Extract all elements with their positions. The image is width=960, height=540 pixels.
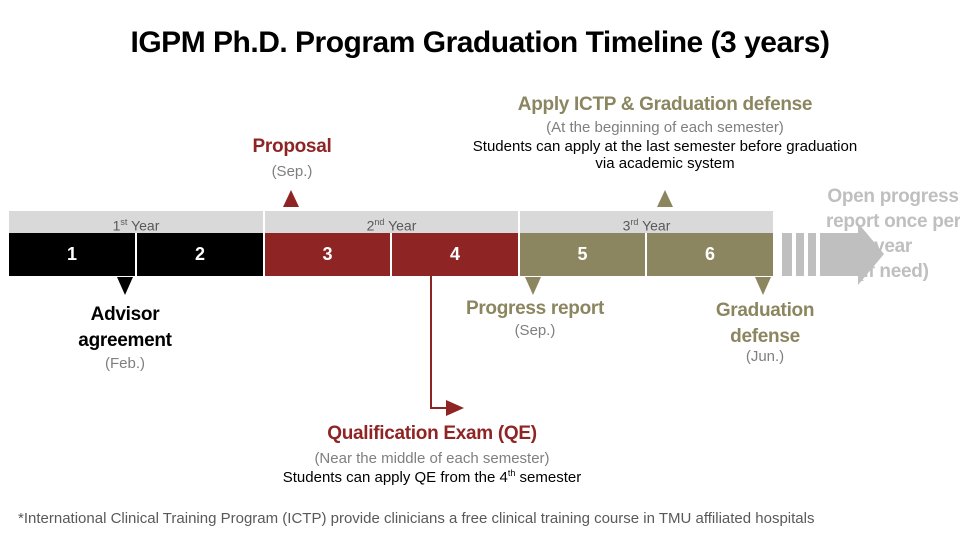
advisor-title-line2: agreement	[78, 330, 172, 351]
ictp-milestone: Apply ICTP & Graduation defense (At the …	[440, 94, 890, 172]
progress-date: (Sep.)	[514, 322, 556, 339]
qe-title: Qualification Exam (QE)	[327, 423, 537, 444]
future-striped-arrow-icon	[782, 223, 884, 285]
ictp-timing: (At the beginning of each semester)	[546, 119, 784, 136]
year-label: Year	[388, 217, 417, 234]
progress-title: Progress report	[465, 298, 605, 319]
advisor-title-line1: Advisor	[90, 304, 160, 325]
page-title: IGPM Ph.D. Program Graduation Timeline (…	[130, 26, 830, 59]
advisor-down-arrow-icon	[117, 277, 133, 295]
qe-timing: (Near the middle of each semester)	[314, 450, 550, 467]
semester-block-3: 3	[265, 233, 390, 276]
qe-milestone: Qualification Exam (QE) (Near the middle…	[232, 423, 632, 486]
ictp-desc-line2: via academic system	[595, 155, 735, 172]
year-suffix: st	[120, 217, 128, 227]
proposal-title: Proposal	[252, 136, 332, 157]
year-ordinal: 2	[366, 217, 375, 234]
qe-connector-line	[430, 276, 448, 409]
progress-milestone: Progress report (Sep.)	[455, 298, 615, 339]
open-progress-note: Open progress report once per year (if n…	[826, 184, 960, 284]
defense-title-line2: defense	[730, 326, 800, 347]
semester-block-5: 5	[520, 233, 645, 276]
open-progress-line3: year	[874, 236, 912, 257]
qe-desc-sup: th	[507, 468, 516, 478]
advisor-date: (Feb.)	[104, 355, 145, 372]
ictp-up-arrow-icon	[657, 190, 673, 207]
defense-milestone: Graduation defense (Jun.)	[700, 298, 830, 365]
open-progress-line2: report once per	[826, 211, 960, 232]
semester-block-2: 2	[137, 233, 263, 276]
year-label: Year	[131, 217, 160, 234]
year-bar-3: 3rd Year	[520, 211, 773, 234]
defense-title-line1: Graduation	[715, 300, 815, 321]
qe-desc-prefix: Students can apply QE from the 4	[282, 469, 508, 486]
ictp-desc-line1: Students can apply at the last semester …	[472, 138, 858, 155]
semester-block-6: 6	[647, 233, 773, 276]
year-ordinal: 3	[622, 217, 631, 234]
qe-desc-suffix: semester	[515, 469, 582, 486]
ictp-title: Apply ICTP & Graduation defense	[517, 94, 813, 115]
year-ordinal: 1	[112, 217, 121, 234]
open-progress-line1: Open progress	[827, 186, 959, 207]
advisor-milestone: Advisor agreement (Feb.)	[55, 302, 195, 372]
defense-down-arrow-icon	[755, 277, 771, 295]
year-suffix: nd	[374, 217, 385, 227]
proposal-date: (Sep.)	[271, 163, 313, 180]
footnote: *International Clinical Training Program…	[18, 510, 815, 527]
semester-block-1: 1	[9, 233, 135, 276]
year-suffix: rd	[630, 217, 639, 227]
progress-down-arrow-icon	[525, 277, 541, 295]
year-bar-2: 2nd Year	[265, 211, 518, 234]
open-progress-line4: (if need)	[857, 261, 929, 282]
proposal-up-arrow-icon	[283, 190, 299, 207]
qe-desc: Students can apply QE from the 4th semes…	[232, 468, 632, 486]
semester-block-4: 4	[392, 233, 518, 276]
year-bar-1: 1st Year	[9, 211, 263, 234]
proposal-milestone: Proposal (Sep.)	[232, 136, 352, 180]
qe-right-arrow-icon	[446, 400, 464, 416]
defense-date: (Jun.)	[745, 348, 785, 365]
year-label: Year	[642, 217, 671, 234]
